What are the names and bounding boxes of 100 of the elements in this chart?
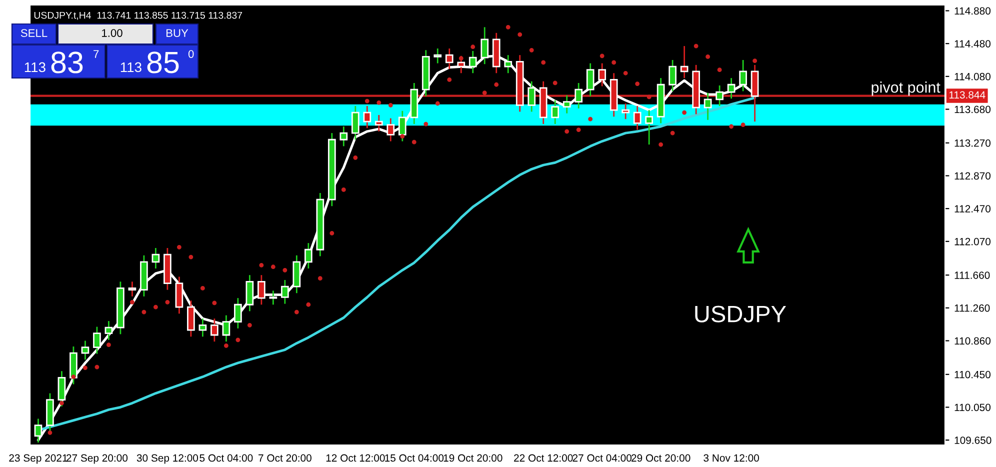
point bbox=[506, 24, 510, 30]
candlestick bbox=[586, 62, 594, 97]
y-tick-label: 110.450 bbox=[954, 370, 991, 378]
candlestick bbox=[175, 276, 184, 314]
candlestick bbox=[374, 114, 383, 132]
annotation: 7 bbox=[94, 50, 99, 58]
candlestick bbox=[363, 105, 372, 129]
point bbox=[694, 44, 698, 48]
candlestick bbox=[152, 247, 160, 270]
candlestick bbox=[246, 274, 254, 312]
point bbox=[576, 128, 581, 132]
point bbox=[364, 98, 370, 104]
y-tick-label: 113.680 bbox=[954, 106, 991, 114]
x-tick-label: 7 Oct 20:00 bbox=[258, 454, 312, 462]
point bbox=[729, 124, 734, 129]
x-tick-label: 12 Oct 12:00 bbox=[326, 454, 385, 462]
point bbox=[341, 188, 346, 192]
candlestick bbox=[622, 102, 630, 120]
point bbox=[658, 142, 664, 147]
point bbox=[470, 44, 476, 50]
point bbox=[236, 338, 240, 342]
point bbox=[412, 140, 416, 144]
point bbox=[282, 268, 288, 272]
candlestick bbox=[434, 48, 442, 64]
candlestick bbox=[739, 59, 747, 92]
candlestick bbox=[210, 318, 218, 342]
candlestick bbox=[633, 105, 642, 130]
annotation: 83 bbox=[51, 52, 83, 74]
annotation: 85 bbox=[147, 52, 179, 74]
candlestick bbox=[187, 300, 195, 338]
candlestick bbox=[257, 274, 266, 306]
y-tick-label: 113.270 bbox=[954, 139, 991, 147]
candlestick bbox=[58, 370, 66, 408]
point bbox=[717, 68, 722, 72]
x-tick-label: 22 Oct 12:00 bbox=[514, 454, 573, 462]
candlestick bbox=[222, 314, 230, 342]
candlestick bbox=[304, 242, 312, 270]
point bbox=[71, 374, 76, 380]
point bbox=[306, 302, 311, 307]
point bbox=[529, 48, 534, 52]
point bbox=[400, 134, 405, 139]
candlestick bbox=[574, 82, 583, 110]
candlestick bbox=[104, 320, 113, 341]
x-tick-label: 5 Oct 04:00 bbox=[200, 454, 253, 462]
x-tick-label: 3 Nov 12:00 bbox=[704, 454, 759, 462]
point bbox=[94, 364, 100, 370]
point bbox=[552, 80, 558, 86]
point bbox=[294, 310, 299, 314]
annotation: BUY bbox=[166, 29, 188, 37]
candlestick bbox=[716, 84, 724, 107]
point bbox=[635, 82, 640, 86]
annotation: 0 bbox=[188, 50, 194, 58]
candlestick bbox=[269, 290, 278, 306]
candlestick bbox=[340, 126, 348, 147]
x-tick-label: 15 Oct 04:00 bbox=[385, 454, 444, 462]
x-tick-label: 19 Oct 20:00 bbox=[444, 454, 502, 462]
point bbox=[318, 276, 322, 281]
point bbox=[154, 304, 158, 310]
point bbox=[424, 122, 428, 126]
candlestick bbox=[551, 100, 560, 125]
point bbox=[60, 400, 64, 406]
x-tick-label: 23 Sep 2021 bbox=[9, 454, 68, 464]
text: USDJPY.t,H4 113.741 113.855 113.715 113.837 bbox=[34, 12, 242, 20]
candlestick bbox=[198, 318, 207, 338]
candlestick bbox=[280, 279, 289, 304]
y-tick-label: 109.650 bbox=[954, 436, 992, 444]
y-tick-label: 114.880 bbox=[954, 7, 991, 15]
y-tick-label: 112.070 bbox=[954, 238, 991, 246]
point bbox=[130, 300, 134, 304]
point bbox=[682, 110, 687, 115]
point bbox=[353, 155, 358, 160]
point bbox=[564, 129, 570, 134]
annotation: 113 bbox=[24, 62, 46, 72]
candlestick bbox=[668, 59, 677, 92]
text: 113.844 bbox=[949, 91, 986, 99]
y-tick-label: 114.080 bbox=[954, 72, 991, 80]
point bbox=[200, 286, 205, 290]
candlestick bbox=[645, 109, 654, 146]
point bbox=[518, 32, 522, 37]
point bbox=[740, 122, 746, 128]
y-tick-label: 110.860 bbox=[954, 337, 991, 345]
candlestick bbox=[81, 340, 90, 360]
x-tick-label: 27 Sep 20:00 bbox=[66, 454, 128, 464]
point bbox=[165, 300, 170, 304]
point bbox=[83, 366, 88, 370]
candlestick bbox=[351, 105, 360, 140]
x-tick-label: 27 Oct 04:00 bbox=[572, 454, 632, 462]
candlestick bbox=[598, 62, 606, 87]
point bbox=[48, 430, 52, 435]
point bbox=[482, 90, 487, 96]
point bbox=[447, 78, 452, 82]
point bbox=[541, 60, 546, 65]
point bbox=[224, 343, 228, 348]
annotation: 113 bbox=[120, 62, 142, 72]
candlestick bbox=[386, 118, 395, 142]
point bbox=[142, 310, 146, 314]
annotation: SELL bbox=[20, 29, 48, 37]
annotation: USDJPY bbox=[695, 306, 786, 322]
point bbox=[188, 254, 194, 260]
candlestick bbox=[704, 92, 712, 121]
